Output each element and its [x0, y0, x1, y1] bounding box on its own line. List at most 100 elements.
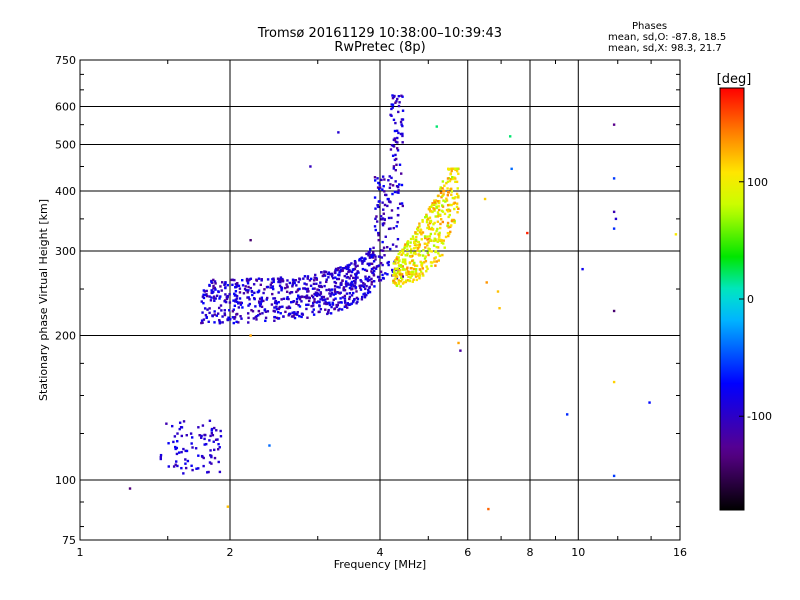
- scatter-point: [217, 460, 220, 464]
- scatter-point: [372, 269, 376, 273]
- scatter-point: [430, 250, 433, 253]
- scatter-point: [418, 277, 421, 280]
- scatter-point: [400, 123, 403, 126]
- scatter-point: [403, 244, 407, 248]
- scatter-point: [215, 294, 219, 298]
- scatter-point: [320, 297, 324, 300]
- scatter-point: [341, 279, 344, 282]
- scatter-point: [439, 188, 442, 191]
- scatter-point: [258, 303, 262, 306]
- scatter-point: [214, 297, 217, 300]
- scatter-point: [383, 190, 386, 193]
- scatter-point: [399, 279, 403, 283]
- scatter-point: [333, 288, 337, 291]
- x-tick-label: 2: [227, 546, 234, 559]
- scatter-point: [380, 218, 383, 221]
- scatter-point: [442, 199, 445, 202]
- scatter-point: [257, 277, 261, 280]
- scatter-point: [223, 309, 227, 312]
- scatter-point: [277, 317, 281, 320]
- scatter-point: [417, 247, 420, 250]
- scatter-point: [413, 261, 416, 265]
- scatter-point: [377, 255, 381, 258]
- scatter-point: [128, 487, 132, 490]
- scatter-point: [190, 442, 193, 445]
- scatter-point: [409, 255, 412, 258]
- y-tick-label: 400: [55, 185, 76, 198]
- scatter-point: [455, 180, 459, 184]
- scatter-point: [448, 203, 451, 207]
- scatter-point: [350, 288, 353, 291]
- scatter-point: [319, 284, 323, 288]
- scatter-point: [454, 180, 457, 183]
- scatter-point: [401, 124, 404, 128]
- scatter-point: [457, 207, 460, 210]
- scatter-point: [270, 281, 274, 284]
- scatter-point: [343, 288, 347, 292]
- scatter-point: [433, 260, 436, 263]
- scatter-point: [377, 231, 380, 235]
- scatter-point: [374, 217, 377, 221]
- scatter-point: [327, 276, 330, 279]
- scatter-point: [429, 227, 433, 231]
- scatter-point: [280, 289, 283, 292]
- scatter-point: [370, 270, 373, 273]
- scatter-point: [438, 235, 441, 238]
- scatter-point: [415, 272, 418, 275]
- scatter-point: [288, 281, 292, 285]
- scatter-point: [305, 303, 308, 307]
- scatter-point: [252, 283, 256, 286]
- scatter-point: [245, 277, 249, 281]
- scatter-point: [369, 255, 372, 259]
- plot-frame: [79, 59, 681, 541]
- scatter-point: [397, 104, 401, 108]
- scatter-point: [350, 302, 353, 305]
- scatter-point: [233, 292, 236, 296]
- scatter-point: [396, 97, 399, 101]
- scatter-point: [241, 284, 245, 287]
- scatter-point: [435, 202, 438, 205]
- scatter-point: [212, 297, 216, 300]
- scatter-point: [395, 184, 399, 188]
- scatter-point: [376, 186, 380, 189]
- scatter-point: [273, 297, 277, 300]
- scatter-point: [220, 289, 223, 292]
- scatter-point: [397, 256, 400, 259]
- scatter-point: [197, 426, 200, 429]
- scatter-point: [391, 243, 395, 246]
- scatter-point: [411, 280, 414, 283]
- scatter-point: [234, 300, 237, 303]
- scatter-point: [428, 216, 432, 219]
- scatter-point: [457, 341, 460, 345]
- scatter-point: [258, 297, 262, 300]
- scatter-point: [325, 288, 328, 292]
- scatter-point: [213, 448, 216, 452]
- scatter-point: [434, 250, 437, 254]
- scatter-point: [226, 318, 230, 322]
- scatter-point: [331, 301, 334, 304]
- scatter-point: [200, 300, 203, 303]
- scatter-point: [202, 301, 205, 305]
- scatter-point: [217, 290, 220, 294]
- scatter-point: [311, 301, 315, 305]
- scatter-point: [400, 172, 403, 175]
- scatter-point: [241, 306, 244, 309]
- scatter-point: [397, 281, 401, 284]
- scatter-point: [306, 276, 309, 280]
- scatter-point: [363, 295, 367, 299]
- scatter-point: [356, 300, 359, 304]
- scatter-point: [426, 242, 429, 246]
- scatter-point: [337, 266, 340, 270]
- scatter-point: [374, 258, 377, 261]
- scatter-point: [346, 282, 349, 285]
- scatter-point: [409, 267, 413, 270]
- scatter-point: [394, 157, 398, 161]
- scatter-point: [446, 231, 450, 235]
- scatter-point: [407, 272, 411, 275]
- scatter-point: [393, 129, 397, 133]
- scatter-point: [260, 298, 264, 301]
- scatter-point: [398, 271, 401, 275]
- scatter-point: [400, 94, 403, 97]
- scatter-point: [428, 221, 432, 225]
- y-tick-label: 200: [55, 330, 76, 343]
